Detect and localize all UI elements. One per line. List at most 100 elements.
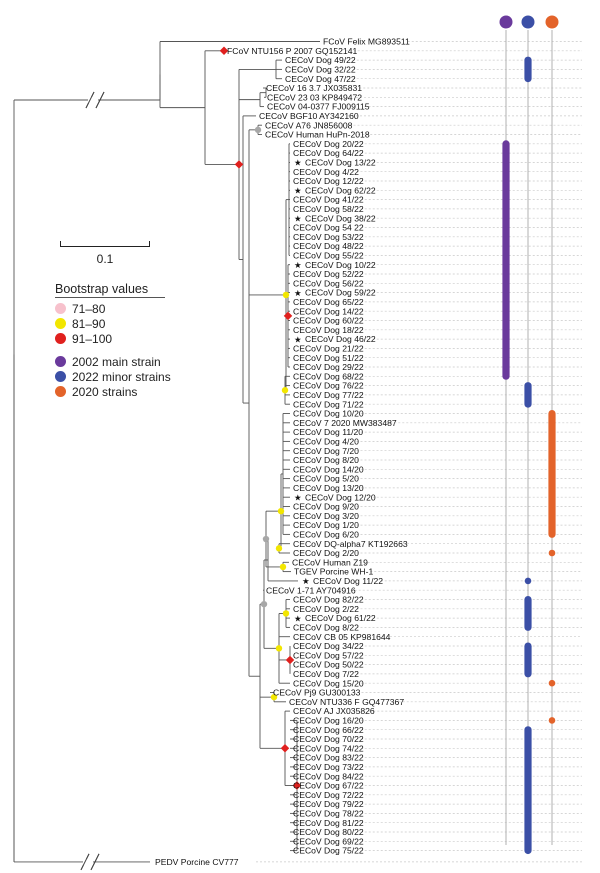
strain-header-dot bbox=[499, 15, 513, 29]
taxon-label: CECoV Dog 3/20 bbox=[293, 511, 359, 521]
axis-break-mark bbox=[80, 853, 90, 871]
scale-bar-line bbox=[60, 241, 150, 247]
bootstrap-legend-title: Bootstrap values bbox=[55, 282, 165, 298]
bootstrap-marker-81-90 bbox=[275, 645, 283, 652]
bootstrap-legend-item: 71–80 bbox=[55, 301, 171, 316]
taxon-label: CECoV Dog 72/22 bbox=[293, 790, 364, 800]
strain-legend-item: 2002 main strain bbox=[55, 354, 171, 369]
pink-dot-icon bbox=[55, 303, 66, 314]
bootstrap-marker-91-100 bbox=[280, 744, 290, 753]
strain-label: 2022 minor strains bbox=[72, 369, 171, 384]
strain-membership-bar bbox=[548, 410, 556, 538]
bootstrap-legend-item: 81–90 bbox=[55, 316, 171, 331]
strain-membership-bar bbox=[524, 726, 532, 855]
taxon-label: CECoV Dog 5/20 bbox=[293, 474, 359, 484]
taxon-label: CECoV Dog 32/22 bbox=[285, 65, 356, 75]
taxon-label: CECoV Dog 75/22 bbox=[293, 846, 364, 856]
taxon-label: CECoV Dog 41/22 bbox=[293, 195, 364, 205]
taxon-label: CECoV Dog 29/22 bbox=[293, 362, 364, 372]
strain-membership-dot bbox=[524, 577, 532, 585]
taxon-label: CECoV 7 2020 MW383487 bbox=[293, 418, 397, 428]
bootstrap-marker-91-100 bbox=[283, 311, 293, 321]
taxon-label: CECoV Dog 74/22 bbox=[293, 743, 364, 753]
star-icon: ★ bbox=[294, 260, 302, 270]
taxon-label: CECoV Dog 10/22 bbox=[305, 260, 376, 270]
taxon-label: CECoV Dog 68/22 bbox=[293, 371, 364, 381]
taxon-label: CECoV Human HuPn-2018 bbox=[265, 130, 370, 140]
bootstrap-marker-81-90 bbox=[282, 291, 290, 299]
taxon-label: CECoV Dog 62/22 bbox=[305, 185, 376, 195]
taxon-label: CECoV Dog 4/20 bbox=[293, 437, 359, 447]
taxon-label: CECoV Dog 46/22 bbox=[305, 334, 376, 344]
axis-break-gap bbox=[83, 858, 93, 865]
taxon-label: CECoV Dog 78/22 bbox=[293, 809, 364, 819]
taxon-label: CECoV Dog 56/22 bbox=[293, 278, 364, 288]
strain-membership-dot bbox=[548, 549, 556, 557]
taxon-label: CECoV Dog 59/22 bbox=[305, 288, 376, 298]
taxon-label: CECoV Dog 47/22 bbox=[285, 74, 356, 84]
strain-membership-bar bbox=[502, 140, 510, 380]
taxon-label: CECoV NTU336 F GQ477367 bbox=[289, 697, 404, 707]
taxon-label: CECoV Human Z19 bbox=[292, 557, 368, 567]
taxon-label: CECoV Dog 7/20 bbox=[293, 446, 359, 456]
unsupported-node-marker bbox=[262, 535, 270, 543]
star-icon: ★ bbox=[294, 613, 302, 623]
taxon-label: CECoV Dog 76/22 bbox=[293, 381, 364, 391]
unsupported-node-marker bbox=[260, 600, 268, 608]
taxon-label: CECoV Dog 82/22 bbox=[293, 595, 364, 605]
taxon-label: CECoV Dog 79/22 bbox=[293, 799, 364, 809]
leader-lines bbox=[256, 41, 582, 863]
axis-break-mark bbox=[95, 91, 105, 109]
taxon-label: CECoV Pj9 GU300133 bbox=[273, 688, 361, 698]
strain-bars bbox=[502, 56, 556, 855]
taxon-label: CECoV Dog 1/20 bbox=[293, 520, 359, 530]
strain-legend-item: 2020 strains bbox=[55, 384, 171, 399]
taxon-label: CECoV Dog 67/22 bbox=[293, 781, 364, 791]
strain-header-dot bbox=[521, 15, 535, 29]
taxon-label: CECoV Dog 8/20 bbox=[293, 455, 359, 465]
red-dot-icon bbox=[55, 333, 66, 344]
taxon-label: CECoV Dog 84/22 bbox=[293, 771, 364, 781]
taxon-label: CECoV Dog 10/20 bbox=[293, 409, 364, 419]
taxon-label: CECoV Dog 52/22 bbox=[293, 269, 364, 279]
star-icon: ★ bbox=[294, 158, 302, 168]
taxon-label: CECoV Dog 49/22 bbox=[285, 55, 356, 65]
taxon-label: CECoV Dog 6/20 bbox=[293, 530, 359, 540]
star-icon: ★ bbox=[294, 288, 302, 298]
unsupported-node-marker bbox=[254, 126, 262, 134]
taxon-label: CECoV Dog 2/22 bbox=[293, 604, 359, 614]
taxon-label: CECoV Dog 73/22 bbox=[293, 762, 364, 772]
taxon-label: CECoV Dog 53/22 bbox=[293, 232, 364, 242]
taxon-label: CECoV Dog 8/22 bbox=[293, 623, 359, 633]
bootstrap-marker-81-90 bbox=[282, 610, 290, 617]
legend: Bootstrap values 71–80 81–90 91–100 2002… bbox=[55, 282, 171, 399]
taxon-label: CECoV Dog 69/22 bbox=[293, 836, 364, 846]
taxon-label: FCoV Felix MG893511 bbox=[323, 37, 410, 47]
bootstrap-legend-item: 91–100 bbox=[55, 331, 171, 346]
star-icon: ★ bbox=[294, 213, 302, 223]
strain-legend-item: 2022 minor strains bbox=[55, 369, 171, 384]
strain-label: 2020 strains bbox=[72, 384, 138, 399]
taxon-label: CECoV Dog 55/22 bbox=[293, 251, 364, 261]
taxon-label: CECoV Dog 64/22 bbox=[293, 148, 364, 158]
axis-break-mark bbox=[90, 853, 100, 871]
star-icon: ★ bbox=[302, 576, 310, 586]
axis-break-gap bbox=[88, 97, 98, 103]
taxon-label: CECoV Dog 20/22 bbox=[293, 139, 364, 149]
bootstrap-marker-81-90 bbox=[279, 563, 287, 571]
blue-dot-icon bbox=[55, 371, 66, 382]
strain-membership-bar bbox=[524, 596, 532, 631]
taxon-label: CECoV Dog 13/22 bbox=[305, 158, 376, 168]
tree-branches bbox=[13, 41, 320, 871]
taxon-label: CECoV Dog 70/22 bbox=[293, 734, 364, 744]
taxon-label: CECoV Dog 83/22 bbox=[293, 753, 364, 763]
bootstrap-range-label: 71–80 bbox=[72, 301, 106, 316]
taxon-label: CECoV Dog 54 22 bbox=[293, 223, 364, 233]
strain-membership-dot bbox=[548, 717, 556, 724]
taxon-label: CECoV Dog 2/20 bbox=[293, 548, 359, 558]
strain-membership-dot bbox=[548, 679, 556, 687]
bootstrap-markers bbox=[219, 46, 302, 790]
taxon-label: CECoV Dog 11/20 bbox=[293, 427, 363, 437]
taxon-label: CECoV Dog 58/22 bbox=[293, 204, 364, 214]
